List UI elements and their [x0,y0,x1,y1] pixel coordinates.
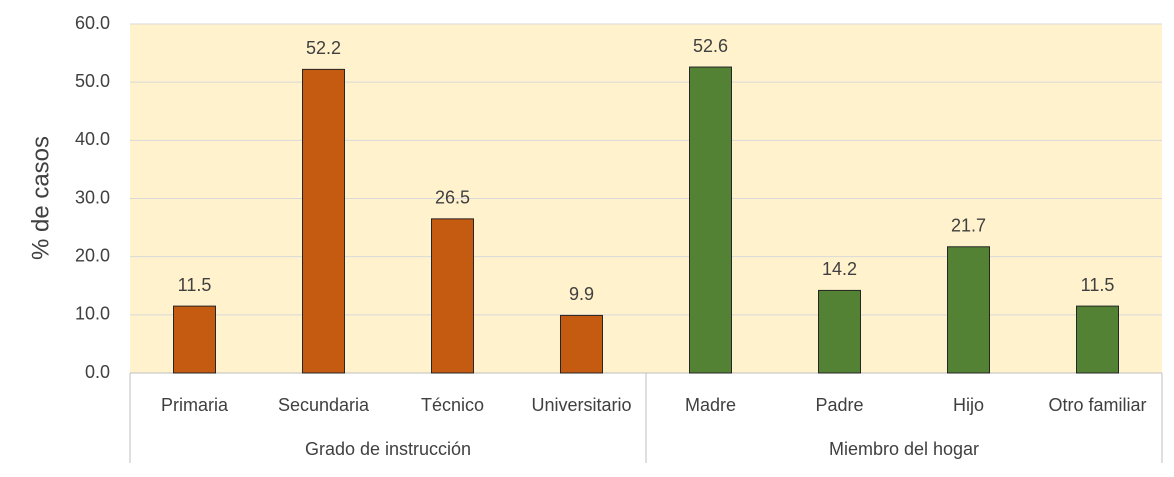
group-label: Grado de instrucción [305,439,471,459]
x-tick-label: Secundaria [278,395,370,415]
y-axis-label: % de casos [27,136,54,260]
bar [302,68,345,374]
x-tick-label: Madre [685,395,736,415]
data-label: 11.5 [178,275,212,295]
data-label: 9.9 [569,284,594,304]
data-label: 11.5 [1081,275,1115,295]
bar [818,289,861,374]
data-label: 14.2 [822,259,857,279]
y-tick-label: 10.0 [75,304,110,324]
y-tick-label: 20.0 [75,245,110,265]
bar [689,66,732,374]
data-label: 52.6 [693,36,728,56]
data-label: 26.5 [435,188,470,208]
y-tick-label: 50.0 [75,71,110,91]
x-tick-label: Hijo [953,395,984,415]
bar [947,246,990,374]
bar [173,305,216,374]
y-tick-label: 40.0 [75,129,110,149]
x-tick-label: Padre [815,395,863,415]
x-tick-label: Universitario [531,395,631,415]
data-label: 52.2 [306,38,341,58]
x-tick-label: Técnico [421,395,484,415]
bar [560,314,603,374]
bar [431,218,474,374]
bar [1076,305,1119,374]
x-tick-label: Otro familiar [1048,395,1146,415]
group-label: Miembro del hogar [829,439,979,459]
data-label: 21.7 [951,216,986,236]
y-tick-label: 30.0 [75,187,110,207]
y-tick-label: 60.0 [75,13,110,33]
x-tick-label: Primaria [161,395,229,415]
y-tick-label: 0.0 [85,362,110,382]
